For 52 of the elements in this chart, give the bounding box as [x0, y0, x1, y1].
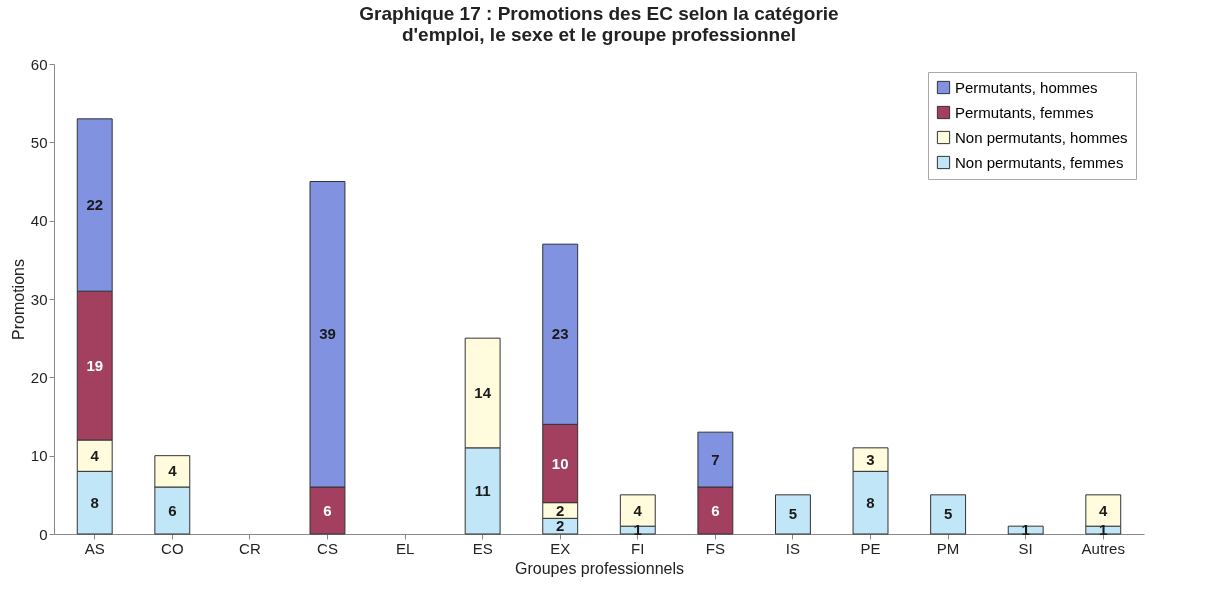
x-tick-label: EL [395, 539, 415, 557]
data-label: 6 [711, 501, 720, 519]
chart-title: Graphique 17 : Promotions des EC selon la catégorie d'emploi, le sexe et le groupe professionnel [359, 3, 839, 45]
y-tick-label: 40 [30, 212, 48, 230]
data-label: 8 [90, 493, 99, 511]
data-label: 2 [556, 501, 565, 519]
data-label: 3 [866, 450, 875, 468]
legend-label: Non permutants, hommes [955, 128, 1128, 146]
y-tick-label: 20 [30, 368, 48, 386]
x-tick-label: Autres [1081, 539, 1125, 557]
x-tick-label: AS [84, 539, 105, 557]
data-label: 23 [551, 325, 569, 343]
data-label: 19 [86, 356, 104, 374]
data-label: 6 [168, 501, 177, 519]
data-label: 39 [319, 325, 336, 343]
data-label: 5 [943, 505, 953, 523]
y-tick-label: 0 [39, 525, 48, 543]
x-tick-label: ES [472, 539, 493, 557]
x-tick-label: CS [317, 539, 338, 557]
y-tick-label: 10 [30, 447, 48, 465]
y-tick-label: 60 [30, 55, 48, 73]
x-tick-label: CO [161, 539, 184, 557]
x-tick-label: PE [860, 539, 881, 557]
data-label: 10 [551, 454, 569, 472]
x-tick-label: CR [239, 539, 261, 557]
data-label: 22 [86, 196, 104, 213]
data-label: 4 [168, 462, 178, 480]
data-label: 2 [556, 517, 565, 535]
data-label: 14 [474, 384, 492, 401]
data-label: 4 [90, 446, 100, 464]
data-label: 5 [788, 505, 798, 523]
data-label: 4 [1099, 501, 1109, 519]
bar [930, 494, 967, 535]
legend-label: Permutants, femmes [955, 103, 1094, 121]
y-axis-title: Promotions [9, 259, 27, 340]
x-tick-label: FS [705, 539, 725, 557]
x-tick-label: FI [631, 539, 645, 557]
bar [774, 494, 811, 535]
legend-label: Permutants, hommes [955, 78, 1098, 96]
data-label: 8 [866, 493, 875, 511]
y-tick-label: 30 [30, 290, 48, 308]
legend-label: Non permutants, femmes [955, 153, 1124, 171]
x-tick-label: SI [1018, 539, 1033, 557]
data-label: 4 [633, 501, 643, 519]
x-tick-label: EX [550, 539, 571, 557]
y-tick-label: 50 [30, 133, 48, 151]
x-axis-title: Groupes professionnels [515, 559, 684, 577]
x-tick-label: IS [785, 539, 801, 557]
data-label: 11 [474, 481, 491, 499]
data-label: 7 [711, 450, 720, 468]
x-tick-label: PM [936, 539, 960, 557]
data-label: 6 [323, 501, 332, 519]
